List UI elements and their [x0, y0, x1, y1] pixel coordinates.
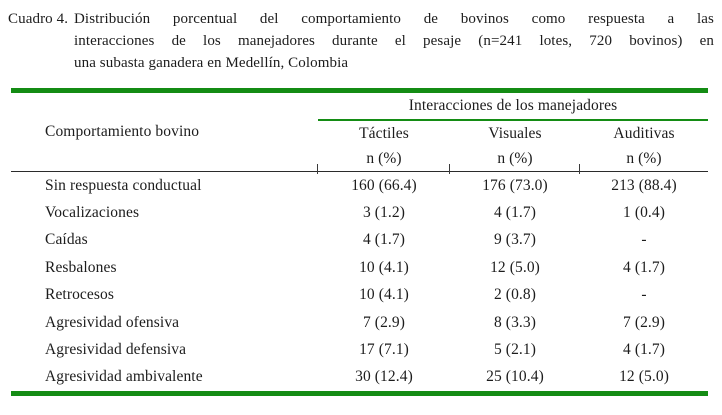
auditivas-cell: - — [641, 231, 647, 249]
auditivas-cell: 12 (5.0) — [619, 368, 669, 386]
table-row: Agresividad defensiva 17 (7.1) 5 (2.1) 4… — [11, 336, 708, 363]
visuales-cell: 25 (10.4) — [486, 368, 544, 386]
column-divider-tick — [449, 164, 450, 174]
behavior-cell: Caídas — [45, 231, 88, 249]
behavior-cell: Vocalizaciones — [45, 204, 140, 222]
table-body: Sin respuesta conductual 160 (66.4) 176 … — [11, 172, 708, 394]
table-row: Agresividad ambivalente 30 (12.4) 25 (10… — [11, 364, 708, 394]
auditivas-cell: 1 (0.4) — [623, 204, 666, 222]
table-row: Agresividad ofensiva 7 (2.9) 8 (3.3) 7 (… — [11, 309, 708, 336]
data-table-container: Comportamiento bovino Interacciones de l… — [11, 88, 709, 397]
table-row: Sin respuesta conductual 160 (66.4) 176 … — [11, 172, 708, 200]
column-label-row: Táctiles Visuales Auditivas — [11, 120, 708, 147]
column-divider-tick — [317, 164, 318, 174]
visuales-cell: 12 (5.0) — [490, 258, 540, 276]
behavior-cell: Agresividad defensiva — [45, 341, 187, 359]
visuales-cell: 2 (0.8) — [493, 286, 537, 304]
column-divider-tick — [579, 164, 580, 174]
caption-text: Distribución porcentual del comportamien… — [74, 8, 714, 74]
tactiles-cell: 4 (1.7) — [362, 231, 406, 249]
group-header-interactions: Interacciones de los manejadores — [318, 90, 709, 121]
column-header-auditivas: Auditivas — [613, 125, 675, 142]
auditivas-cell: 7 (2.9) — [623, 313, 666, 331]
auditivas-cell: 4 (1.7) — [623, 258, 666, 276]
behavior-cell: Resbalones — [45, 258, 117, 276]
table-caption: Cuadro 4. Distribución porcentual del co… — [8, 8, 714, 74]
table-row: Vocalizaciones 3 (1.2) 4 (1.7) 1 (0.4) — [11, 199, 708, 226]
group-header-row: Comportamiento bovino Interacciones de l… — [11, 90, 709, 172]
behavior-cell: Retrocesos — [45, 286, 115, 304]
tactiles-cell: 160 (66.4) — [351, 176, 417, 194]
visuales-cell: 9 (3.7) — [493, 231, 537, 249]
tactiles-cell: 17 (7.1) — [359, 341, 409, 359]
behavior-table: Comportamiento bovino Interacciones de l… — [11, 88, 709, 397]
caption-line-1: Distribución porcentual del comportamien… — [74, 11, 714, 27]
caption-line-3: una subasta ganadera en Medellín, Colomb… — [74, 55, 349, 71]
behavior-cell: Agresividad ambivalente — [45, 368, 203, 386]
tactiles-cell: 30 (12.4) — [355, 368, 413, 386]
subheader-n-pct-auditivas: n (%) — [580, 147, 709, 172]
column-header-visuales: Visuales — [488, 125, 542, 142]
table-row: Caídas 4 (1.7) 9 (3.7) - — [11, 227, 708, 254]
tactiles-cell: 10 (4.1) — [359, 258, 409, 276]
auditivas-cell: 4 (1.7) — [623, 341, 666, 359]
visuales-cell: 176 (73.0) — [482, 176, 548, 194]
auditivas-cell: - — [641, 286, 647, 304]
visuales-cell: 4 (1.7) — [493, 204, 537, 222]
column-header-behavior: Comportamiento bovino — [11, 90, 318, 172]
tactiles-cell: 10 (4.1) — [359, 286, 409, 304]
visuales-cell: 8 (3.3) — [493, 313, 537, 331]
tactiles-cell: 7 (2.9) — [362, 313, 406, 331]
table-header: Comportamiento bovino Interacciones de l… — [11, 90, 709, 172]
column-header-tactiles: Táctiles — [359, 125, 409, 142]
caption-label: Cuadro 4. — [8, 11, 69, 27]
subheader-n-pct-visuales: n (%) — [450, 147, 580, 172]
visuales-cell: 5 (2.1) — [493, 341, 537, 359]
subheader-n-pct-tactiles: n (%) — [318, 147, 450, 172]
auditivas-cell: 213 (88.4) — [611, 176, 677, 194]
behavior-cell: Sin respuesta conductual — [45, 176, 202, 194]
table-row: Retrocesos 10 (4.1) 2 (0.8) - — [11, 282, 708, 309]
table-row: Resbalones 10 (4.1) 12 (5.0) 4 (1.7) — [11, 254, 708, 281]
tactiles-cell: 3 (1.2) — [362, 204, 406, 222]
column-subheader-row: n (%) n (%) n (%) — [11, 147, 709, 172]
behavior-cell: Agresividad ofensiva — [45, 313, 180, 331]
caption-line-2: interacciones de los manejadores durante… — [74, 33, 714, 49]
